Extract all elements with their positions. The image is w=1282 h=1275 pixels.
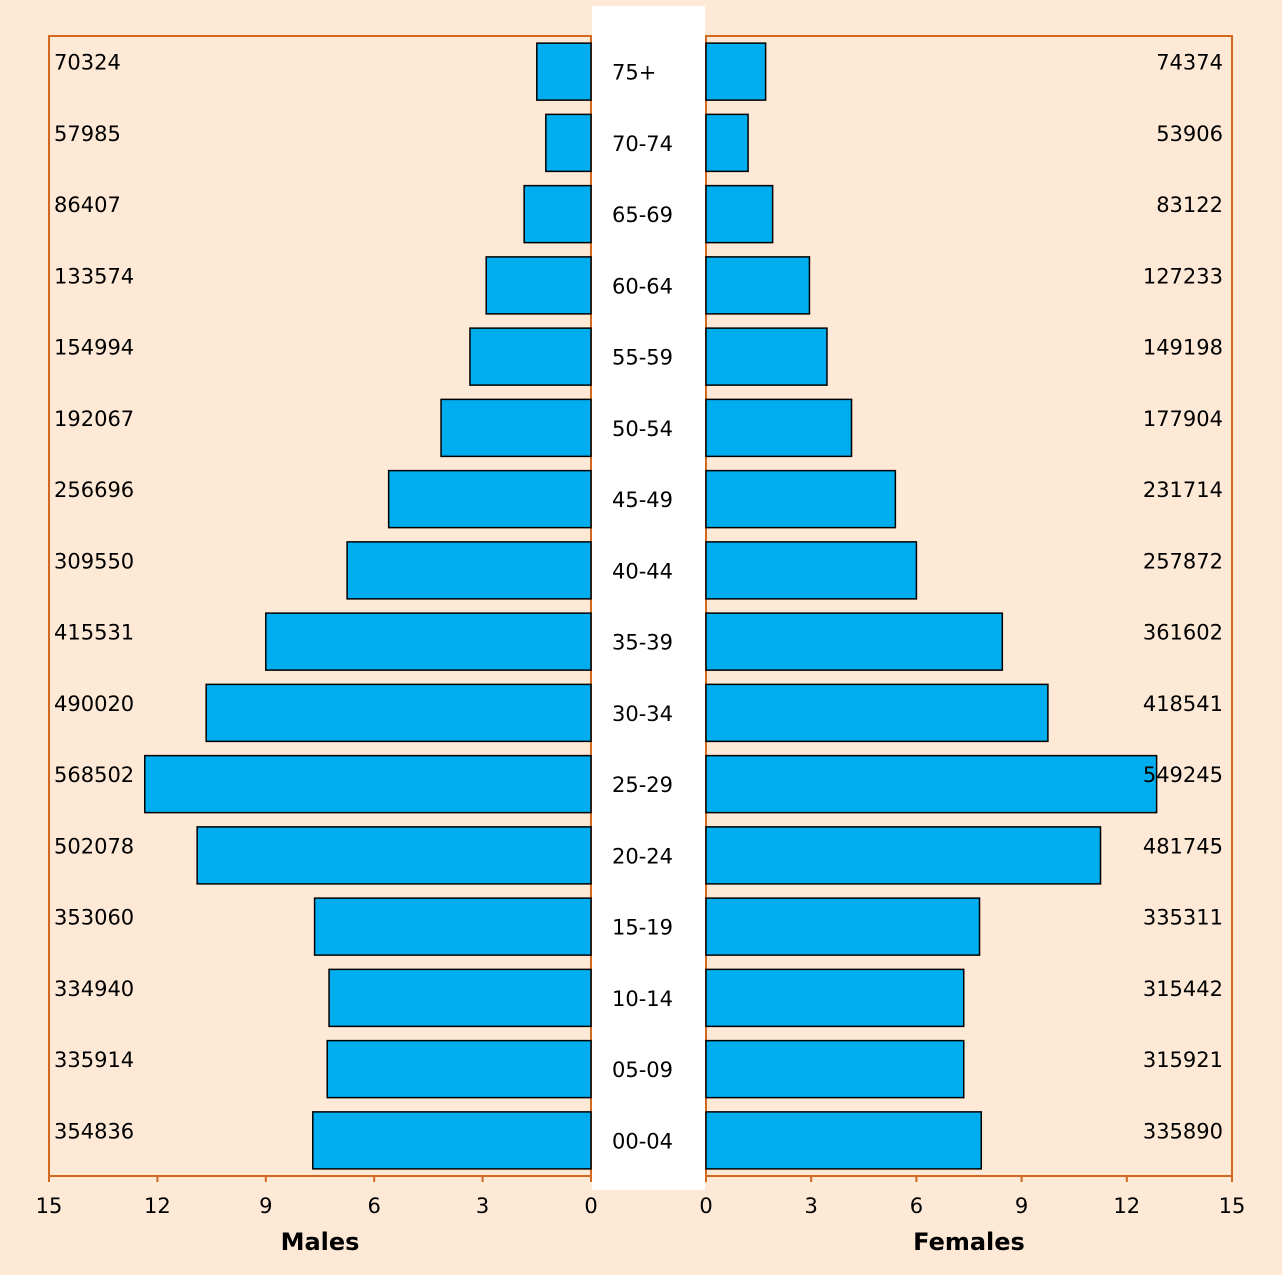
age-group-label: 50-54 xyxy=(612,417,673,441)
female-bar-45-49 xyxy=(705,469,897,529)
female-x-tick-label: 9 xyxy=(1015,1194,1028,1218)
age-group-label: 15-19 xyxy=(612,916,673,940)
male-bar-20-24 xyxy=(196,826,592,885)
age-group-label: 30-34 xyxy=(612,702,673,726)
male-bar-05-09 xyxy=(326,1039,592,1099)
female-count-label: 53906 xyxy=(1156,122,1223,146)
female-bar-35-39 xyxy=(705,612,1004,671)
age-group-label: 20-24 xyxy=(612,844,673,868)
age-group-label: 35-39 xyxy=(612,631,673,655)
male-count-label: 86407 xyxy=(54,193,121,217)
male-count-label: 353060 xyxy=(54,906,134,930)
female-bar-30-34 xyxy=(705,683,1049,743)
female-count-label: 549245 xyxy=(1143,763,1223,787)
female-count-label: 315921 xyxy=(1143,1048,1223,1072)
female-bar-65-69 xyxy=(705,184,774,244)
male-bar-55-59 xyxy=(469,327,592,386)
female-count-label: 231714 xyxy=(1143,478,1223,502)
male-bar-45-49 xyxy=(387,469,592,529)
female-bar-25-29 xyxy=(705,754,1158,814)
male-bar-35-39 xyxy=(265,612,592,671)
female-bar-15-19 xyxy=(705,897,981,956)
male-x-tick-label: 3 xyxy=(476,1194,489,1218)
male-bar-15-19 xyxy=(313,897,592,956)
male-count-label: 70324 xyxy=(54,51,121,75)
male-count-label: 133574 xyxy=(54,264,134,288)
age-group-label: 00-04 xyxy=(612,1129,673,1153)
male-x-tick-label: 6 xyxy=(368,1194,381,1218)
males-axis-title: Males xyxy=(281,1228,360,1256)
female-count-label: 149198 xyxy=(1143,336,1223,360)
age-group-label: 25-29 xyxy=(612,773,673,797)
females-axis-title: Females xyxy=(913,1228,1025,1256)
female-count-label: 335311 xyxy=(1143,906,1223,930)
female-x-tick-label: 0 xyxy=(699,1194,712,1218)
male-count-label: 154994 xyxy=(54,336,134,360)
female-count-label: 127233 xyxy=(1143,264,1223,288)
female-count-label: 83122 xyxy=(1156,193,1223,217)
male-bar-50-54 xyxy=(440,398,592,458)
male-bar-40-44 xyxy=(346,541,592,600)
female-count-label: 335890 xyxy=(1143,1119,1223,1143)
age-group-label: 45-49 xyxy=(612,488,673,512)
age-group-label: 40-44 xyxy=(612,559,673,583)
male-count-label: 309550 xyxy=(54,549,134,573)
male-count-label: 57985 xyxy=(54,122,121,146)
male-count-label: 334940 xyxy=(54,977,134,1001)
male-bar-10-14 xyxy=(328,968,592,1028)
female-x-tick-label: 15 xyxy=(1219,1194,1246,1218)
female-count-label: 361602 xyxy=(1143,621,1223,645)
age-group-label: 10-14 xyxy=(612,987,673,1011)
male-count-label: 354836 xyxy=(54,1119,134,1143)
female-bar-00-04 xyxy=(705,1111,983,1170)
female-count-label: 418541 xyxy=(1143,692,1223,716)
male-bar-30-34 xyxy=(205,683,592,743)
male-count-label: 256696 xyxy=(54,478,134,502)
female-count-label: 177904 xyxy=(1143,407,1223,431)
female-count-label: 257872 xyxy=(1143,549,1223,573)
male-bar-60-64 xyxy=(485,256,592,315)
female-bar-70-74 xyxy=(705,113,749,173)
female-x-tick-label: 6 xyxy=(910,1194,923,1218)
age-group-label: 75+ xyxy=(612,61,656,85)
male-count-label: 335914 xyxy=(54,1048,134,1072)
top-margin xyxy=(0,0,1282,6)
age-group-label: 70-74 xyxy=(612,132,673,156)
male-x-tick-label: 9 xyxy=(259,1194,272,1218)
female-bar-50-54 xyxy=(705,398,853,458)
male-bar-70-74 xyxy=(545,113,592,173)
center-label-strip xyxy=(592,0,705,1190)
female-bar-60-64 xyxy=(705,256,811,315)
male-x-tick-label: 12 xyxy=(144,1194,171,1218)
female-count-label: 315442 xyxy=(1143,977,1223,1001)
female-count-label: 481745 xyxy=(1143,834,1223,858)
female-bar-20-24 xyxy=(705,826,1102,885)
age-group-label: 60-64 xyxy=(612,274,673,298)
male-count-label: 568502 xyxy=(54,763,134,787)
age-group-label: 55-59 xyxy=(612,346,673,370)
male-count-label: 502078 xyxy=(54,834,134,858)
female-bar-05-09 xyxy=(705,1039,965,1099)
male-bar-65-69 xyxy=(523,184,592,244)
female-bar-55-59 xyxy=(705,327,828,386)
female-bar-75+ xyxy=(705,42,767,101)
female-bar-10-14 xyxy=(705,968,965,1028)
male-bar-25-29 xyxy=(144,754,592,814)
female-x-tick-label: 12 xyxy=(1113,1194,1140,1218)
male-count-label: 415531 xyxy=(54,621,134,645)
male-count-label: 490020 xyxy=(54,692,134,716)
male-x-tick-label: 15 xyxy=(36,1194,63,1218)
age-group-label: 65-69 xyxy=(612,203,673,227)
age-group-label: 05-09 xyxy=(612,1058,673,1082)
male-count-label: 192067 xyxy=(54,407,134,431)
male-bar-75+ xyxy=(536,42,592,101)
female-count-label: 74374 xyxy=(1156,51,1223,75)
female-x-tick-label: 3 xyxy=(805,1194,818,1218)
male-bar-00-04 xyxy=(312,1111,592,1170)
male-x-tick-label: 0 xyxy=(584,1194,597,1218)
female-bar-40-44 xyxy=(705,541,918,600)
